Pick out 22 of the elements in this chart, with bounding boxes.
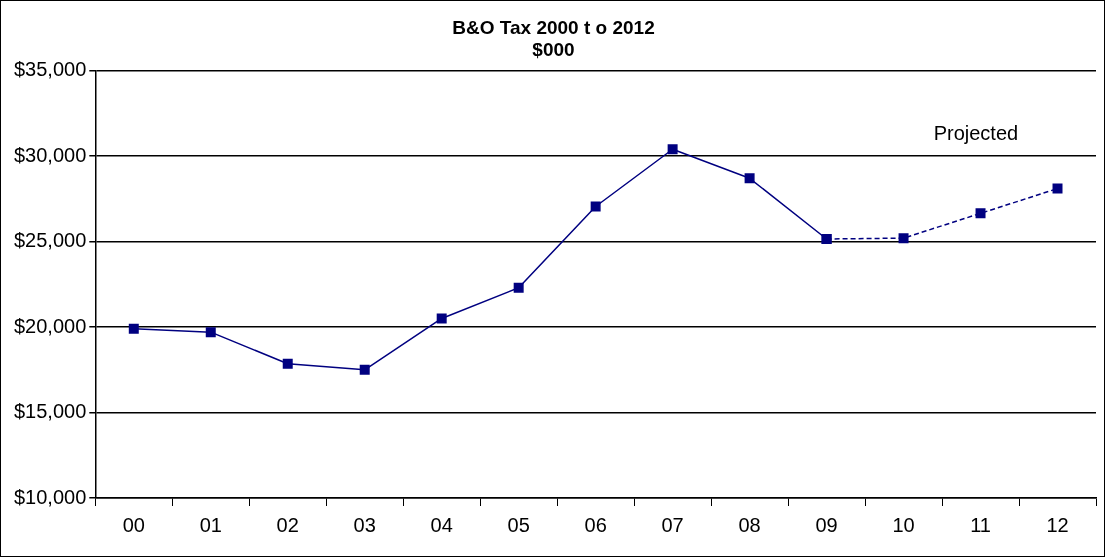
text: $000 — [532, 39, 575, 61]
x-tick-label: 00 — [122, 513, 145, 536]
x-tick-label: 05 — [507, 513, 530, 536]
y-tick-label: $35,000 — [14, 58, 87, 81]
y-tick-label: $10,000 — [14, 485, 87, 508]
x-tick-label: 06 — [584, 513, 607, 536]
y-tick-label: $30,000 — [14, 143, 87, 166]
x-tick-label: 10 — [892, 513, 915, 536]
x-tick-label: 08 — [738, 513, 761, 536]
text: B&O Tax 2000 t o 2012 — [452, 16, 655, 38]
x-tick-label: 09 — [815, 513, 838, 536]
x-tick-label: 03 — [353, 513, 376, 536]
y-tick-label: $25,000 — [14, 229, 87, 252]
annotation: Projected — [933, 122, 1019, 145]
y-tick-label: $20,000 — [14, 314, 87, 337]
x-tick-label: 12 — [1046, 513, 1069, 536]
y-tick-label: $15,000 — [14, 400, 87, 423]
x-tick-label: 11 — [970, 513, 991, 536]
x-tick-label: 04 — [430, 513, 453, 536]
x-tick-label: 02 — [276, 513, 299, 536]
x-tick-label: 07 — [661, 513, 684, 536]
x-tick-label: 01 — [199, 513, 222, 536]
